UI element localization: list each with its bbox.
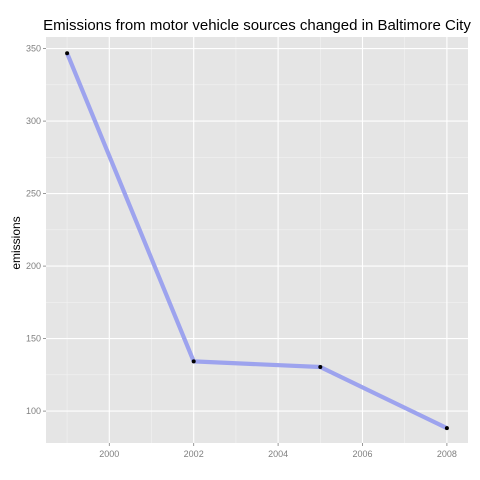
y-tick-label: 100 (26, 406, 41, 416)
data-point (444, 426, 449, 431)
data-point (318, 365, 323, 370)
x-tick-label: 2006 (352, 449, 372, 459)
y-tick-label: 250 (26, 189, 41, 199)
x-tick-label: 2008 (437, 449, 457, 459)
y-tick-label: 350 (26, 44, 41, 54)
y-tick-label: 200 (26, 261, 41, 271)
y-axis-label: emissions (9, 216, 23, 269)
data-point (191, 359, 196, 364)
chart-title: Emissions from motor vehicle sources cha… (43, 17, 471, 34)
y-tick-label: 300 (26, 116, 41, 126)
x-tick-label: 2004 (268, 449, 288, 459)
data-point (65, 51, 70, 56)
x-tick-label: 2000 (99, 449, 119, 459)
series-line (65, 52, 448, 430)
plot-background (46, 37, 468, 443)
y-tick-label: 150 (26, 334, 41, 344)
x-tick-label: 2002 (184, 449, 204, 459)
plot-panel: 100 150 200 250 300 350 2000 2002 2004 2006 2008 (26, 37, 468, 459)
